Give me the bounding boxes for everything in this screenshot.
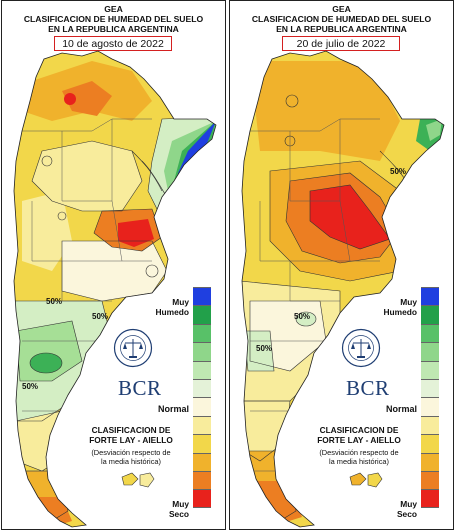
legend-swatch <box>421 342 439 361</box>
legend-swatch <box>193 470 211 490</box>
legend-swatch <box>193 489 211 508</box>
legend-very-wet-line-2: Humedo <box>155 307 190 317</box>
legend-swatch <box>421 470 439 490</box>
classification-line-1: CLASIFICACION DE <box>91 425 171 435</box>
legend-very-wet-line-2: Humedo <box>383 307 418 317</box>
legend-swatch <box>421 415 439 435</box>
classification-line-1: CLASIFICACION DE <box>319 425 399 435</box>
panel-title-country: EN LA REPUBLICA ARGENTINA <box>48 24 179 34</box>
legend-normal-label: Normal <box>157 404 189 414</box>
legend-very-wet-label: Muy Humedo <box>384 297 418 317</box>
legend-swatch <box>421 378 439 398</box>
bcr-seal-icon <box>113 328 153 368</box>
legend-very-dry-label: Muy Seco <box>169 499 189 519</box>
classification-note: CLASIFICACION DE FORTE LAY - AIELLO <box>68 425 194 445</box>
deviation-line-1: (Desviación respecto de <box>319 448 399 457</box>
contour-label: 50% <box>22 382 38 391</box>
legend-normal-label: Normal <box>385 404 417 414</box>
legend-swatch <box>421 489 439 508</box>
argentina-soil-map: 50% 50% 50% <box>241 50 445 528</box>
panel-title-country: EN LA REPUBLICA ARGENTINA <box>276 24 407 34</box>
contour-label: 50% <box>256 344 272 353</box>
legend-swatch <box>421 287 439 306</box>
argentina-soil-map: 50% 50% 50% <box>13 50 217 528</box>
legend-swatch <box>193 452 211 471</box>
legend-very-dry-line-2: Seco <box>396 509 417 519</box>
date-box: 10 de agosto de 2022 <box>54 36 172 51</box>
legend-swatch <box>193 378 211 398</box>
panel-title-classification: CLASIFICACION DE HUMEDAD DEL SUELO <box>23 14 204 24</box>
legend-swatch <box>193 323 211 343</box>
malvinas-islands <box>121 472 155 488</box>
legend-swatch <box>193 415 211 435</box>
legend-swatch <box>421 305 439 324</box>
contour-label: 50% <box>46 297 62 306</box>
legend-very-dry-line-2: Seco <box>168 509 189 519</box>
contour-label: 50% <box>92 312 108 321</box>
malvinas-islands <box>349 472 383 488</box>
legend-very-wet-label: Muy Humedo <box>156 297 190 317</box>
map-panel-august: GEA CLASIFICACION DE HUMEDAD DEL SUELO E… <box>1 0 226 530</box>
legend-swatch <box>193 287 211 306</box>
deviation-note: (Desviación respecto de la media históri… <box>296 448 422 466</box>
deviation-line-2: la media histórica) <box>101 457 161 466</box>
bcr-seal-icon <box>341 328 381 368</box>
panel-title-gea: GEA <box>332 4 351 14</box>
contour-label: 50% <box>390 167 406 176</box>
legend-swatch <box>421 360 439 379</box>
deviation-note: (Desviación respecto de la media históri… <box>68 448 194 466</box>
date-box: 20 de julio de 2022 <box>282 36 400 51</box>
panel-title-classification: CLASIFICACION DE HUMEDAD DEL SUELO <box>251 14 432 24</box>
classification-line-2: FORTE LAY - AIELLO <box>317 435 401 445</box>
legend-swatch <box>421 434 439 453</box>
deviation-line-2: la media histórica) <box>329 457 389 466</box>
legend-swatch <box>193 305 211 324</box>
bcr-logo: BCR <box>118 376 162 400</box>
legend-swatch <box>193 360 211 379</box>
legend-swatch <box>193 397 211 416</box>
contour-label: 50% <box>294 312 310 321</box>
legend-swatch <box>421 323 439 343</box>
legend-very-dry-line-1: Muy <box>400 499 417 509</box>
deviation-line-1: (Desviación respecto de <box>91 448 171 457</box>
color-legend <box>193 287 211 508</box>
legend-very-dry-line-1: Muy <box>172 499 189 509</box>
legend-very-wet-line-1: Muy <box>400 297 417 307</box>
legend-very-wet-line-1: Muy <box>172 297 189 307</box>
map-panel-july: GEA CLASIFICACION DE HUMEDAD DEL SUELO E… <box>229 0 454 530</box>
classification-note: CLASIFICACION DE FORTE LAY - AIELLO <box>296 425 422 445</box>
legend-very-dry-label: Muy Seco <box>397 499 417 519</box>
color-legend <box>421 287 439 508</box>
legend-swatch <box>193 342 211 361</box>
bcr-logo: BCR <box>346 376 390 400</box>
classification-line-2: FORTE LAY - AIELLO <box>89 435 173 445</box>
legend-swatch <box>421 397 439 416</box>
legend-swatch <box>193 434 211 453</box>
legend-swatch <box>421 452 439 471</box>
panel-title-gea: GEA <box>104 4 123 14</box>
